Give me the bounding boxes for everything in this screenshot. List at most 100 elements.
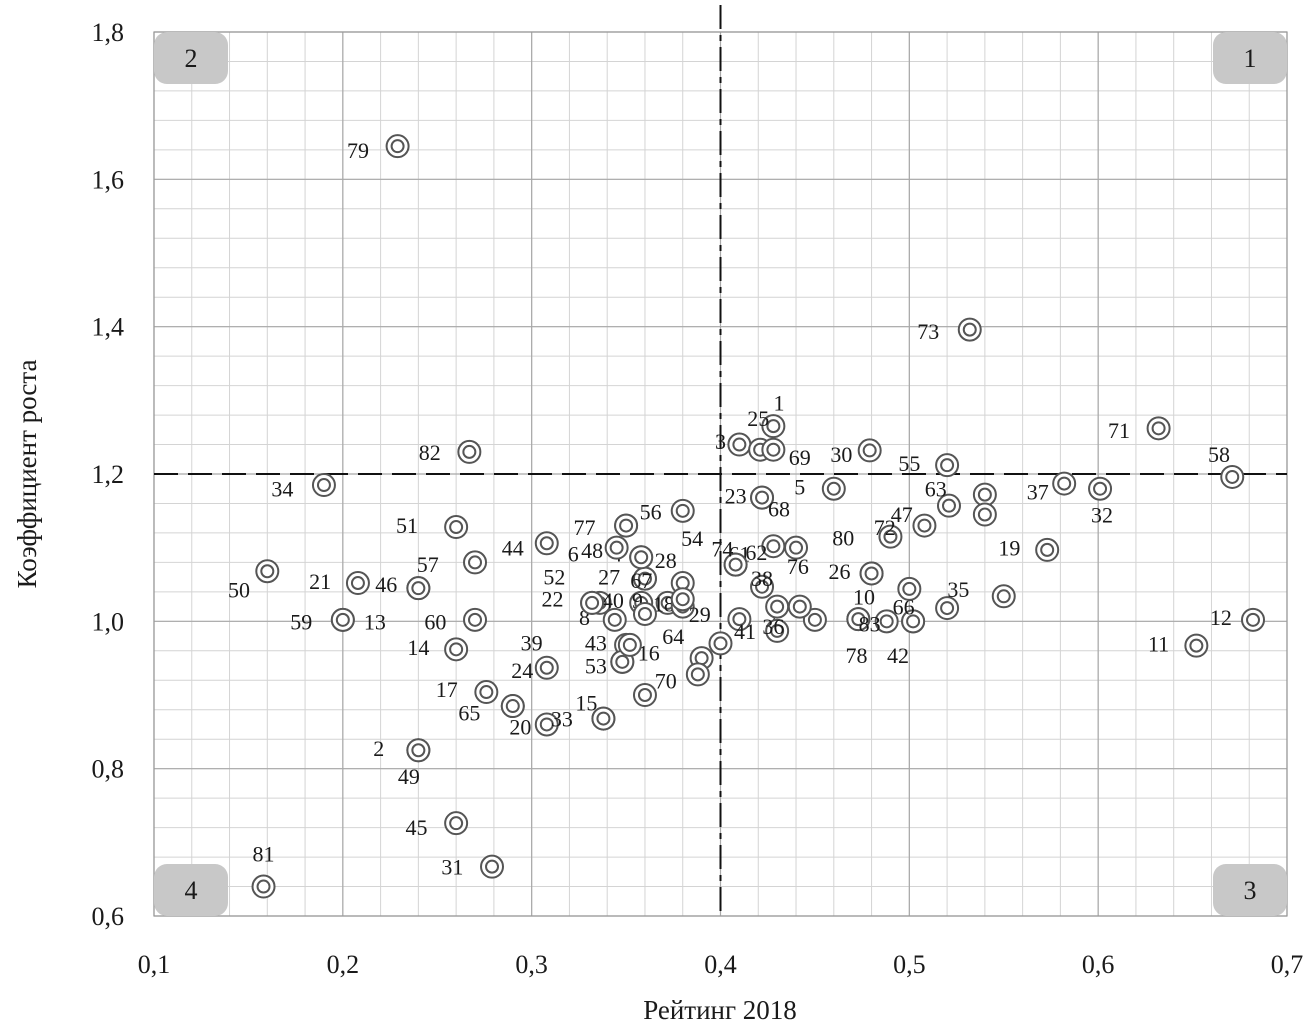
data-point-inner-ring xyxy=(879,614,894,629)
data-point xyxy=(632,683,657,707)
data-point-inner-ring xyxy=(713,636,728,651)
point-label: 16 xyxy=(638,640,660,665)
data-point xyxy=(972,482,997,507)
data-point-inner-ring xyxy=(766,442,781,457)
data-point xyxy=(685,662,710,687)
point-label: 57 xyxy=(417,552,439,577)
point-label: 13 xyxy=(364,609,386,634)
point-label: 31 xyxy=(441,855,463,880)
data-point xyxy=(580,590,605,615)
data-point xyxy=(670,498,695,523)
x-tick-label: 0,2 xyxy=(327,950,360,979)
data-point xyxy=(761,414,786,439)
point-label: 30 xyxy=(830,442,852,467)
data-point xyxy=(629,545,654,570)
point-label: 73 xyxy=(917,319,939,344)
data-point-inner-ring xyxy=(539,536,554,551)
data-point-inner-ring xyxy=(505,699,520,714)
data-point xyxy=(878,524,903,549)
data-point-inner-ring xyxy=(637,688,652,702)
data-point-inner-ring xyxy=(728,557,743,572)
point-label: 76 xyxy=(787,554,809,579)
point-label: 74 xyxy=(711,536,733,561)
point-label: 2 xyxy=(373,736,384,761)
point-label: 77 xyxy=(574,515,596,540)
data-point xyxy=(1241,607,1266,632)
data-point xyxy=(859,561,884,586)
data-point-inner-ring xyxy=(694,651,709,666)
data-point-inner-ring xyxy=(941,498,956,513)
data-point xyxy=(1220,464,1245,489)
point-label: 70 xyxy=(655,668,677,693)
point-label: 12 xyxy=(1210,605,1232,630)
data-point-inner-ring xyxy=(350,576,365,591)
point-label: 35 xyxy=(947,577,969,602)
data-point xyxy=(444,811,469,836)
y-tick-label: 1,8 xyxy=(92,18,125,47)
data-point xyxy=(604,535,629,560)
data-point xyxy=(480,854,505,879)
point-label: 15 xyxy=(575,690,597,715)
data-point-inner-ring xyxy=(917,518,932,533)
data-point-inner-ring xyxy=(619,518,634,533)
data-point xyxy=(1052,471,1077,496)
data-point-inner-ring xyxy=(996,589,1011,604)
x-tick-label: 0,5 xyxy=(893,950,926,979)
point-label: 18 xyxy=(653,592,675,617)
data-point-inner-ring xyxy=(449,816,464,831)
data-point xyxy=(591,706,616,731)
point-label: 3 xyxy=(715,429,726,454)
point-label: 11 xyxy=(1148,631,1169,656)
data-point-inner-ring xyxy=(755,579,770,594)
point-label: 40 xyxy=(602,588,624,613)
data-point-inner-ring xyxy=(1040,542,1055,557)
data-point xyxy=(957,317,982,342)
quadrant-label: 3 xyxy=(1244,876,1257,905)
data-point-inner-ring xyxy=(732,612,747,627)
y-tick-label: 0,8 xyxy=(92,755,125,784)
quadrant-box xyxy=(154,32,228,84)
data-point-inner-ring xyxy=(766,419,781,434)
threshold-lines xyxy=(154,5,1287,916)
data-point xyxy=(1088,476,1113,501)
data-point xyxy=(765,618,790,643)
data-point-inner-ring xyxy=(1093,481,1108,496)
point-label: 32 xyxy=(1091,503,1113,528)
point-label: 28 xyxy=(655,548,677,573)
point-label: 69 xyxy=(789,445,811,470)
data-point xyxy=(750,485,775,510)
point-label: 50 xyxy=(228,578,250,603)
point-label: 72 xyxy=(874,515,896,540)
data-point xyxy=(761,534,786,559)
data-point-inner-ring xyxy=(977,507,992,522)
data-point xyxy=(1146,416,1171,441)
point-label: 45 xyxy=(405,815,427,840)
data-point xyxy=(972,502,997,527)
point-label: 9 xyxy=(632,588,643,613)
data-point-inner-ring xyxy=(851,612,866,627)
data-point xyxy=(632,601,657,626)
data-point xyxy=(784,535,809,560)
data-point-inner-ring xyxy=(675,503,690,518)
data-point-inner-ring xyxy=(906,614,921,629)
point-label: 34 xyxy=(271,477,293,502)
x-axis-ticks: 0,1 0,2 0,3 0,4 0,5 0,6 0,7 xyxy=(138,950,1304,979)
data-point-inner-ring xyxy=(940,601,955,616)
quadrant-box xyxy=(154,864,228,916)
point-label: 25 xyxy=(747,406,769,431)
data-point xyxy=(670,587,695,612)
x-tick-label: 0,7 xyxy=(1271,950,1304,979)
data-point xyxy=(874,609,899,634)
data-points: 1234567891011121314151617181920212223242… xyxy=(228,134,1266,899)
data-point-inner-ring xyxy=(1225,469,1240,484)
point-label: 29 xyxy=(689,602,711,627)
data-point-inner-ring xyxy=(675,576,690,591)
data-point xyxy=(750,574,775,599)
point-label: 26 xyxy=(828,559,850,584)
y-axis-title: Коэффициент роста xyxy=(12,360,42,589)
point-label: 24 xyxy=(511,658,533,683)
data-point-inner-ring xyxy=(335,612,350,627)
point-label: 33 xyxy=(551,707,573,732)
data-point-inner-ring xyxy=(596,711,611,726)
